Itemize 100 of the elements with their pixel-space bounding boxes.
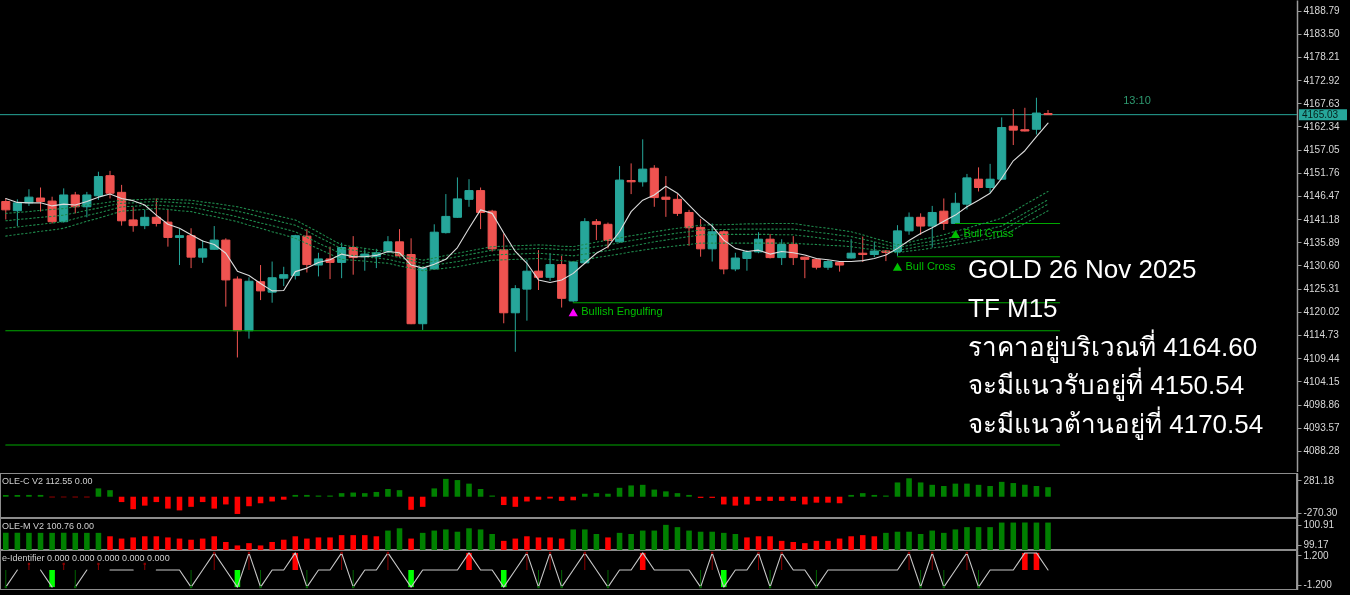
y-tick-label: -1.200 [1303, 579, 1333, 591]
bar [582, 493, 588, 497]
bar [246, 496, 252, 507]
bar [500, 496, 507, 506]
y-tick-label: 4162.34 [1303, 120, 1341, 132]
y-tick-label: 4183.50 [1303, 28, 1341, 40]
candlestick [452, 176, 462, 219]
bar [975, 484, 982, 497]
candlestick [93, 171, 103, 201]
bar [477, 488, 484, 497]
bar [188, 496, 194, 507]
bar [987, 486, 993, 497]
y-tick-label: 4167.63 [1303, 97, 1341, 109]
candlestick [279, 266, 289, 287]
bar [998, 481, 1005, 497]
candlestick [198, 239, 208, 264]
bar [929, 484, 935, 497]
bar [524, 496, 530, 502]
line-series [5, 190, 1049, 261]
point [892, 262, 903, 271]
candlestick [730, 252, 740, 272]
data-label: Bull Cross [963, 226, 1014, 239]
y-tick-label: 4130.60 [1303, 259, 1341, 271]
candlestick [476, 187, 486, 230]
candlestick [788, 235, 798, 266]
candlestick [626, 162, 636, 195]
bar [165, 496, 171, 509]
candlestick [638, 138, 648, 188]
candlestick [163, 208, 173, 248]
bar [639, 484, 646, 497]
y-tick-label: 4098.86 [1303, 399, 1341, 410]
bar [223, 496, 229, 505]
bar [373, 491, 380, 497]
bar [362, 493, 368, 497]
candlestick [140, 209, 150, 230]
candlestick [105, 170, 115, 199]
y-tick-label: 4188.79 [1303, 5, 1341, 17]
bar [211, 496, 218, 509]
bar [408, 496, 414, 510]
bar [917, 482, 924, 497]
bar [431, 488, 438, 497]
ref-line-label: 4165.03 [1302, 108, 1339, 120]
y-tick-label: 4104.15 [1303, 375, 1341, 387]
y-tick-label: 4120.02 [1303, 306, 1341, 318]
y-tick-label: 4135.89 [1303, 236, 1341, 248]
candlestick [1020, 107, 1030, 132]
point [699, 585, 702, 589]
annotation: จะมีแนวรับอยู่ที่ 4150.54 [968, 367, 1245, 402]
bar [767, 496, 773, 501]
y-tick-label: 4114.73 [1303, 329, 1340, 341]
bar [454, 480, 461, 497]
candlestick [464, 178, 474, 208]
bar [616, 487, 623, 497]
candlestick [973, 166, 984, 192]
candlestick [545, 252, 555, 282]
bar [466, 483, 472, 497]
chart-title: e-Identifier 0.000 0.000 0.000 0.000 0.000 [2, 553, 170, 563]
y-tick-label: 4178.21 [1303, 51, 1341, 63]
candlestick [1008, 108, 1018, 146]
data-label: Bull Cross [905, 259, 957, 272]
candlestick [522, 259, 532, 322]
bar [802, 496, 808, 505]
point [815, 585, 818, 589]
bar [825, 496, 831, 503]
candlestick [985, 163, 995, 194]
chart-title: OLE-C V2 112.55 0.00 [2, 476, 93, 486]
y-tick-label: 4151.76 [1303, 167, 1341, 179]
candlestick [858, 236, 868, 263]
bar [350, 492, 356, 497]
candlestick [916, 212, 926, 236]
annotation: 13:10 [1123, 94, 1151, 106]
y-tick-label: 4141.18 [1303, 213, 1341, 225]
point [537, 585, 540, 589]
y-tick-label: 4157.05 [1303, 144, 1341, 156]
bar [338, 493, 345, 497]
chart-title: OLE-M V2 100.76 0.00 [2, 521, 95, 531]
annotation: จะมีแนวต้านอยู่ที่ 4170.54 [968, 406, 1264, 441]
bar [813, 496, 820, 503]
candlestick [151, 197, 161, 227]
data-label: Bullish Engulfing [581, 305, 663, 318]
candlestick [742, 249, 752, 272]
y-tick-label: 1.200 [1303, 549, 1329, 561]
y-tick-label: 4088.28 [1303, 445, 1341, 457]
y-tick-label: 100.91 [1303, 519, 1335, 531]
candlestick [672, 193, 682, 217]
candlestick [846, 238, 856, 259]
candlestick [684, 209, 694, 247]
point [259, 585, 262, 589]
candlestick [186, 227, 196, 269]
annotation: TF M15 [968, 292, 1058, 323]
candlestick [661, 175, 671, 218]
bar [964, 483, 970, 497]
bar [385, 488, 391, 497]
bar [1033, 486, 1040, 497]
bar [95, 488, 102, 497]
bar [107, 490, 113, 497]
candlestick [128, 206, 138, 233]
bar [941, 486, 947, 497]
point [977, 585, 980, 589]
line-series [5, 122, 1049, 292]
